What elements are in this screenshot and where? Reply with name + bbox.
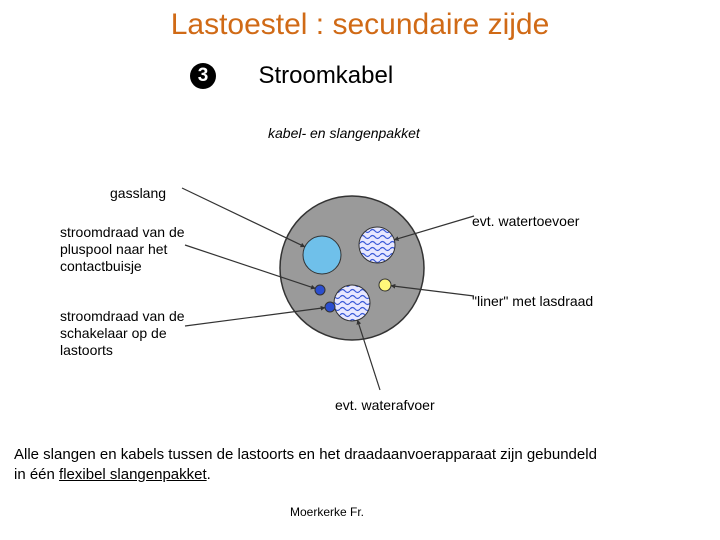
label-stroomdraad_schakelaar: stroomdraad van de schakelaar op de last… bbox=[60, 308, 200, 358]
caption-line1: Alle slangen en kabels tussen de lastoor… bbox=[14, 446, 597, 463]
gasslang-node bbox=[303, 236, 341, 274]
label-gasslang: gasslang bbox=[110, 185, 210, 202]
footer-author: Moerkerke Fr. bbox=[290, 505, 364, 519]
caption-line2c: . bbox=[207, 466, 211, 483]
caption-underline: flexibel slangenpakket bbox=[59, 466, 207, 483]
watertoevoer-node bbox=[359, 227, 395, 263]
label-stroomdraad_pluspool: stroomdraad van de pluspool naar het con… bbox=[60, 224, 200, 274]
caption-line2a: in één bbox=[14, 466, 59, 483]
liner-node bbox=[379, 279, 391, 291]
stroomdraad_pluspool-node bbox=[315, 285, 325, 295]
stroomdraad_schakelaar-node bbox=[325, 302, 335, 312]
caption: Alle slangen en kabels tussen de lastoor… bbox=[14, 445, 597, 486]
label-waterafvoer: evt. waterafvoer bbox=[335, 397, 505, 414]
waterafvoer-node bbox=[334, 285, 370, 321]
label-watertoevoer: evt. watertoevoer bbox=[472, 213, 632, 230]
label-liner: "liner" met lasdraad bbox=[472, 293, 642, 310]
